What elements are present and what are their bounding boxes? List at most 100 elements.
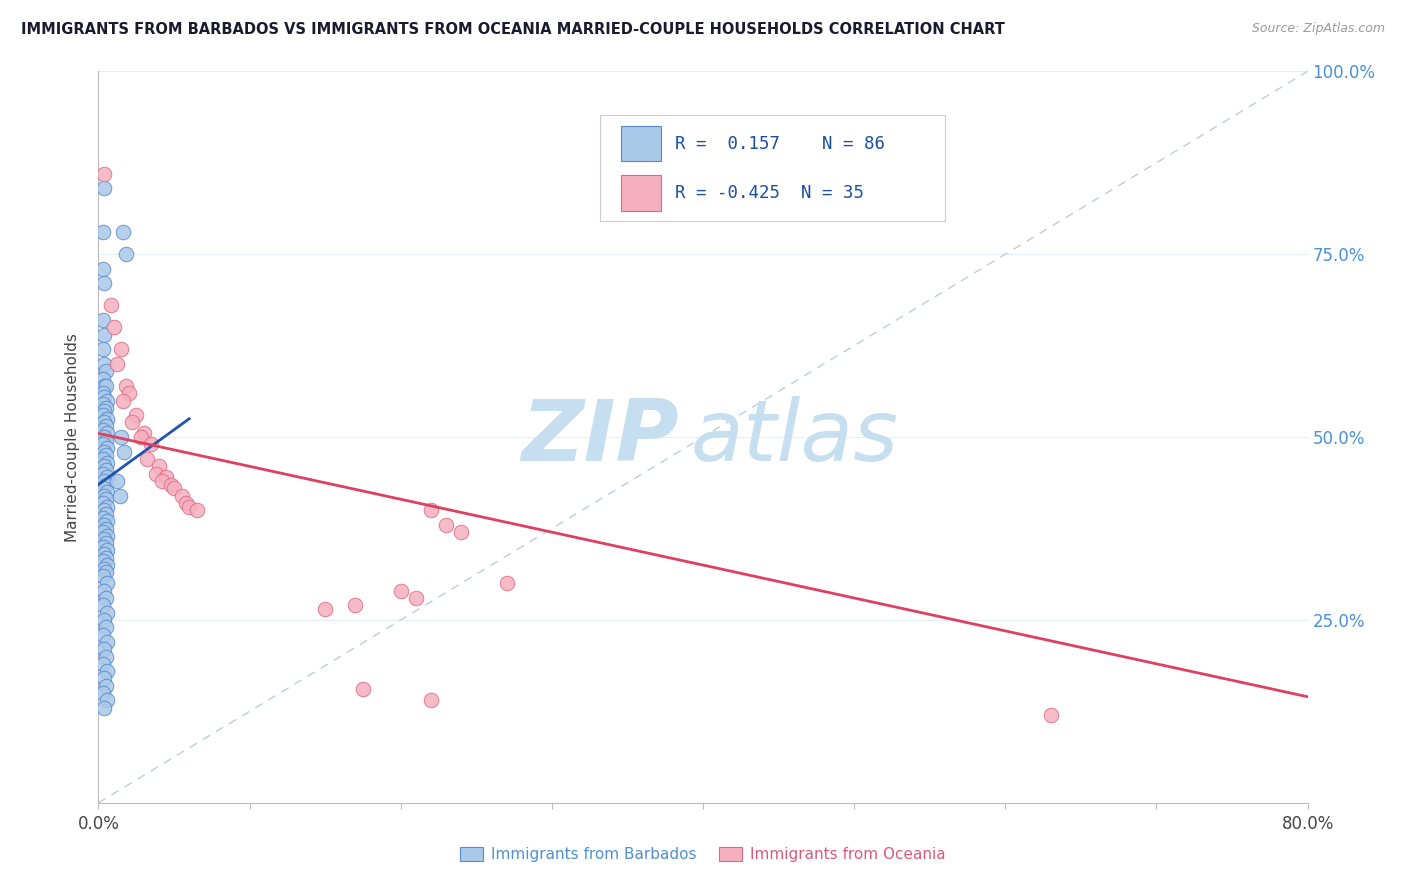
Point <box>91 313 114 327</box>
Point <box>125 408 148 422</box>
Point <box>434 517 457 532</box>
Point <box>93 547 115 561</box>
Bar <box>621 176 661 211</box>
Point <box>94 521 117 535</box>
Point <box>96 441 118 455</box>
Point <box>94 364 117 378</box>
Point <box>179 500 201 514</box>
Point <box>91 386 114 401</box>
Point <box>96 543 118 558</box>
Point <box>93 474 115 488</box>
Point <box>1039 708 1062 723</box>
Point <box>96 606 118 620</box>
Point <box>94 507 117 521</box>
Point <box>91 481 114 495</box>
Point <box>96 558 118 573</box>
Point <box>93 390 115 404</box>
Point <box>91 371 114 385</box>
Point <box>91 423 114 437</box>
Point <box>94 401 117 415</box>
Point <box>93 700 115 714</box>
Text: Source: ZipAtlas.com: Source: ZipAtlas.com <box>1251 22 1385 36</box>
Point <box>93 277 115 291</box>
Point <box>495 576 517 591</box>
Point <box>100 298 122 312</box>
Point <box>110 430 132 444</box>
Point <box>94 463 117 477</box>
Point <box>93 503 115 517</box>
Point <box>314 602 336 616</box>
Text: R = -0.425  N = 35: R = -0.425 N = 35 <box>675 184 865 202</box>
Point <box>155 470 177 484</box>
Point <box>111 225 134 239</box>
Point <box>94 649 117 664</box>
Point <box>110 343 132 357</box>
Point <box>96 693 118 707</box>
Point <box>141 437 163 451</box>
Point <box>94 550 117 565</box>
Point <box>170 489 193 503</box>
Point <box>118 386 141 401</box>
Point <box>96 635 118 649</box>
Point <box>93 181 115 195</box>
Text: R =  0.157    N = 86: R = 0.157 N = 86 <box>675 135 886 153</box>
Point <box>344 599 367 613</box>
Point <box>111 393 134 408</box>
Y-axis label: Married-couple Households: Married-couple Households <box>65 333 80 541</box>
Point <box>108 489 131 503</box>
Point <box>93 642 115 657</box>
Point <box>91 525 114 540</box>
Point <box>93 379 115 393</box>
Point <box>93 327 115 342</box>
Point <box>94 448 117 462</box>
Point <box>93 517 115 532</box>
Point <box>163 481 186 495</box>
Point <box>93 562 115 576</box>
Point <box>94 566 117 580</box>
Bar <box>621 126 661 161</box>
Point <box>96 393 118 408</box>
Point <box>93 416 115 430</box>
Point <box>112 444 135 458</box>
Point <box>96 456 118 470</box>
Point <box>405 591 427 605</box>
Point <box>96 412 118 426</box>
Point <box>93 672 115 686</box>
Point <box>93 404 115 418</box>
Point <box>93 613 115 627</box>
Point <box>96 485 118 500</box>
Point <box>94 536 117 550</box>
Point <box>121 416 143 430</box>
Point <box>93 430 115 444</box>
Point <box>148 459 170 474</box>
Point <box>94 434 117 448</box>
Point <box>91 343 114 357</box>
Point <box>96 500 118 514</box>
FancyBboxPatch shape <box>600 115 945 221</box>
Point <box>96 664 118 678</box>
Point <box>160 477 183 491</box>
Point <box>91 225 114 239</box>
Point <box>91 452 114 467</box>
Point <box>91 657 114 671</box>
Point <box>420 503 443 517</box>
Point <box>91 569 114 583</box>
Point <box>150 474 173 488</box>
Legend: Immigrants from Barbados, Immigrants from Oceania: Immigrants from Barbados, Immigrants fro… <box>454 841 952 868</box>
Point <box>103 320 125 334</box>
Point <box>105 357 128 371</box>
Point <box>94 379 117 393</box>
Point <box>114 379 136 393</box>
Point <box>105 474 128 488</box>
Point <box>145 467 167 481</box>
Point <box>91 408 114 422</box>
Text: atlas: atlas <box>690 395 898 479</box>
Point <box>93 167 115 181</box>
Point <box>91 554 114 568</box>
Point <box>96 426 118 441</box>
Point <box>91 540 114 554</box>
Point <box>93 357 115 371</box>
Point <box>91 467 114 481</box>
Point <box>94 419 117 434</box>
Point <box>94 492 117 507</box>
